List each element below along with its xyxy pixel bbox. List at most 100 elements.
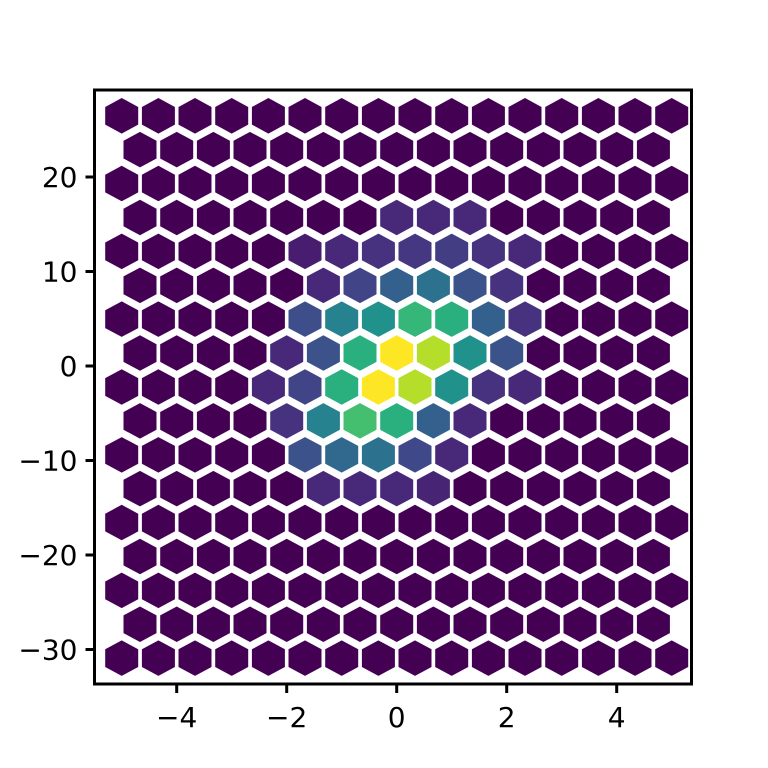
hex-cell bbox=[655, 504, 689, 541]
hex-cell bbox=[361, 301, 395, 337]
hex-cell bbox=[581, 233, 615, 270]
hex-cell bbox=[490, 470, 524, 507]
hex-cell bbox=[380, 131, 414, 168]
hex-cell bbox=[178, 437, 212, 473]
hex-cell bbox=[270, 470, 304, 507]
hex-cell bbox=[270, 403, 304, 439]
hex-cell bbox=[600, 335, 634, 371]
hex-cell bbox=[435, 301, 469, 337]
hex-cell bbox=[178, 369, 212, 405]
hex-cell bbox=[361, 437, 395, 473]
hex-cell bbox=[288, 301, 322, 337]
hex-cell bbox=[398, 572, 432, 609]
hex-cell bbox=[581, 98, 615, 134]
hex-cell bbox=[545, 369, 579, 405]
hex-cell bbox=[361, 98, 395, 134]
hex-cell bbox=[618, 301, 652, 337]
y-tick-label: −10 bbox=[18, 445, 77, 478]
hex-cell bbox=[581, 165, 615, 202]
hex-cell bbox=[233, 199, 267, 236]
hex-cell bbox=[655, 301, 689, 337]
hex-cell bbox=[160, 470, 194, 507]
hex-cell bbox=[600, 538, 634, 575]
hex-cell bbox=[618, 572, 652, 609]
hex-cell bbox=[490, 267, 524, 304]
hex-cell bbox=[325, 369, 359, 405]
hex-cell bbox=[196, 199, 230, 236]
hex-cell bbox=[600, 403, 634, 439]
hex-cell bbox=[453, 403, 487, 439]
y-tick-label: −30 bbox=[18, 634, 77, 667]
hex-cell bbox=[508, 369, 542, 405]
hex-cell bbox=[160, 538, 194, 575]
hex-cell bbox=[361, 165, 395, 202]
hex-cell bbox=[453, 199, 487, 236]
hex-cell bbox=[655, 369, 689, 405]
hex-cell bbox=[398, 369, 432, 405]
y-tick-label: −20 bbox=[18, 539, 77, 572]
hex-cell bbox=[508, 572, 542, 609]
hex-cell bbox=[618, 640, 652, 676]
hex-cell bbox=[636, 538, 670, 575]
hex-cell bbox=[490, 403, 524, 439]
hex-cell bbox=[636, 131, 670, 168]
hex-cell bbox=[123, 403, 157, 439]
hex-cell bbox=[123, 606, 157, 642]
hex-cell bbox=[251, 369, 285, 405]
hex-cell bbox=[141, 504, 175, 541]
hex-cell bbox=[160, 606, 194, 642]
hex-cell bbox=[306, 335, 340, 371]
hex-cell bbox=[141, 572, 175, 609]
hex-cell bbox=[453, 606, 487, 642]
hex-cell bbox=[233, 470, 267, 507]
hex-cell bbox=[380, 335, 414, 371]
hex-cells bbox=[105, 98, 689, 676]
hex-cell bbox=[270, 538, 304, 575]
hex-cell bbox=[270, 606, 304, 642]
hex-cell bbox=[251, 572, 285, 609]
hex-cell bbox=[215, 369, 249, 405]
hex-cell bbox=[618, 504, 652, 541]
hex-cell bbox=[123, 538, 157, 575]
hex-cell bbox=[123, 335, 157, 371]
hex-cell bbox=[196, 538, 230, 575]
hex-cell bbox=[270, 199, 304, 236]
hex-cell bbox=[196, 335, 230, 371]
hex-cell bbox=[178, 233, 212, 270]
hex-cell bbox=[618, 233, 652, 270]
hex-cell bbox=[196, 131, 230, 168]
hex-cell bbox=[105, 437, 139, 473]
hex-cell bbox=[435, 165, 469, 202]
hex-cell bbox=[398, 98, 432, 134]
hex-cell bbox=[545, 233, 579, 270]
hex-cell bbox=[416, 606, 450, 642]
hex-cell bbox=[563, 606, 597, 642]
hex-cell bbox=[178, 640, 212, 676]
hex-cell bbox=[416, 199, 450, 236]
hex-cell bbox=[563, 131, 597, 168]
hex-cell bbox=[600, 470, 634, 507]
hex-cell bbox=[471, 437, 505, 473]
hex-cell bbox=[343, 606, 377, 642]
hex-cell bbox=[325, 98, 359, 134]
hex-cell bbox=[636, 403, 670, 439]
hex-cell bbox=[105, 233, 139, 270]
hex-cell bbox=[196, 403, 230, 439]
hex-cell bbox=[105, 572, 139, 609]
hex-cell bbox=[343, 199, 377, 236]
hex-cell bbox=[453, 470, 487, 507]
hex-cell bbox=[306, 538, 340, 575]
hex-cell bbox=[288, 504, 322, 541]
hex-cell bbox=[380, 606, 414, 642]
hex-cell bbox=[453, 267, 487, 304]
hex-cell bbox=[251, 504, 285, 541]
hex-cell bbox=[471, 98, 505, 134]
hex-cell bbox=[105, 369, 139, 405]
hex-cell bbox=[398, 640, 432, 676]
hex-cell bbox=[105, 98, 139, 134]
hex-cell bbox=[435, 572, 469, 609]
hex-cell bbox=[141, 165, 175, 202]
hex-cell bbox=[636, 606, 670, 642]
hex-cell bbox=[526, 335, 560, 371]
hex-cell bbox=[233, 131, 267, 168]
